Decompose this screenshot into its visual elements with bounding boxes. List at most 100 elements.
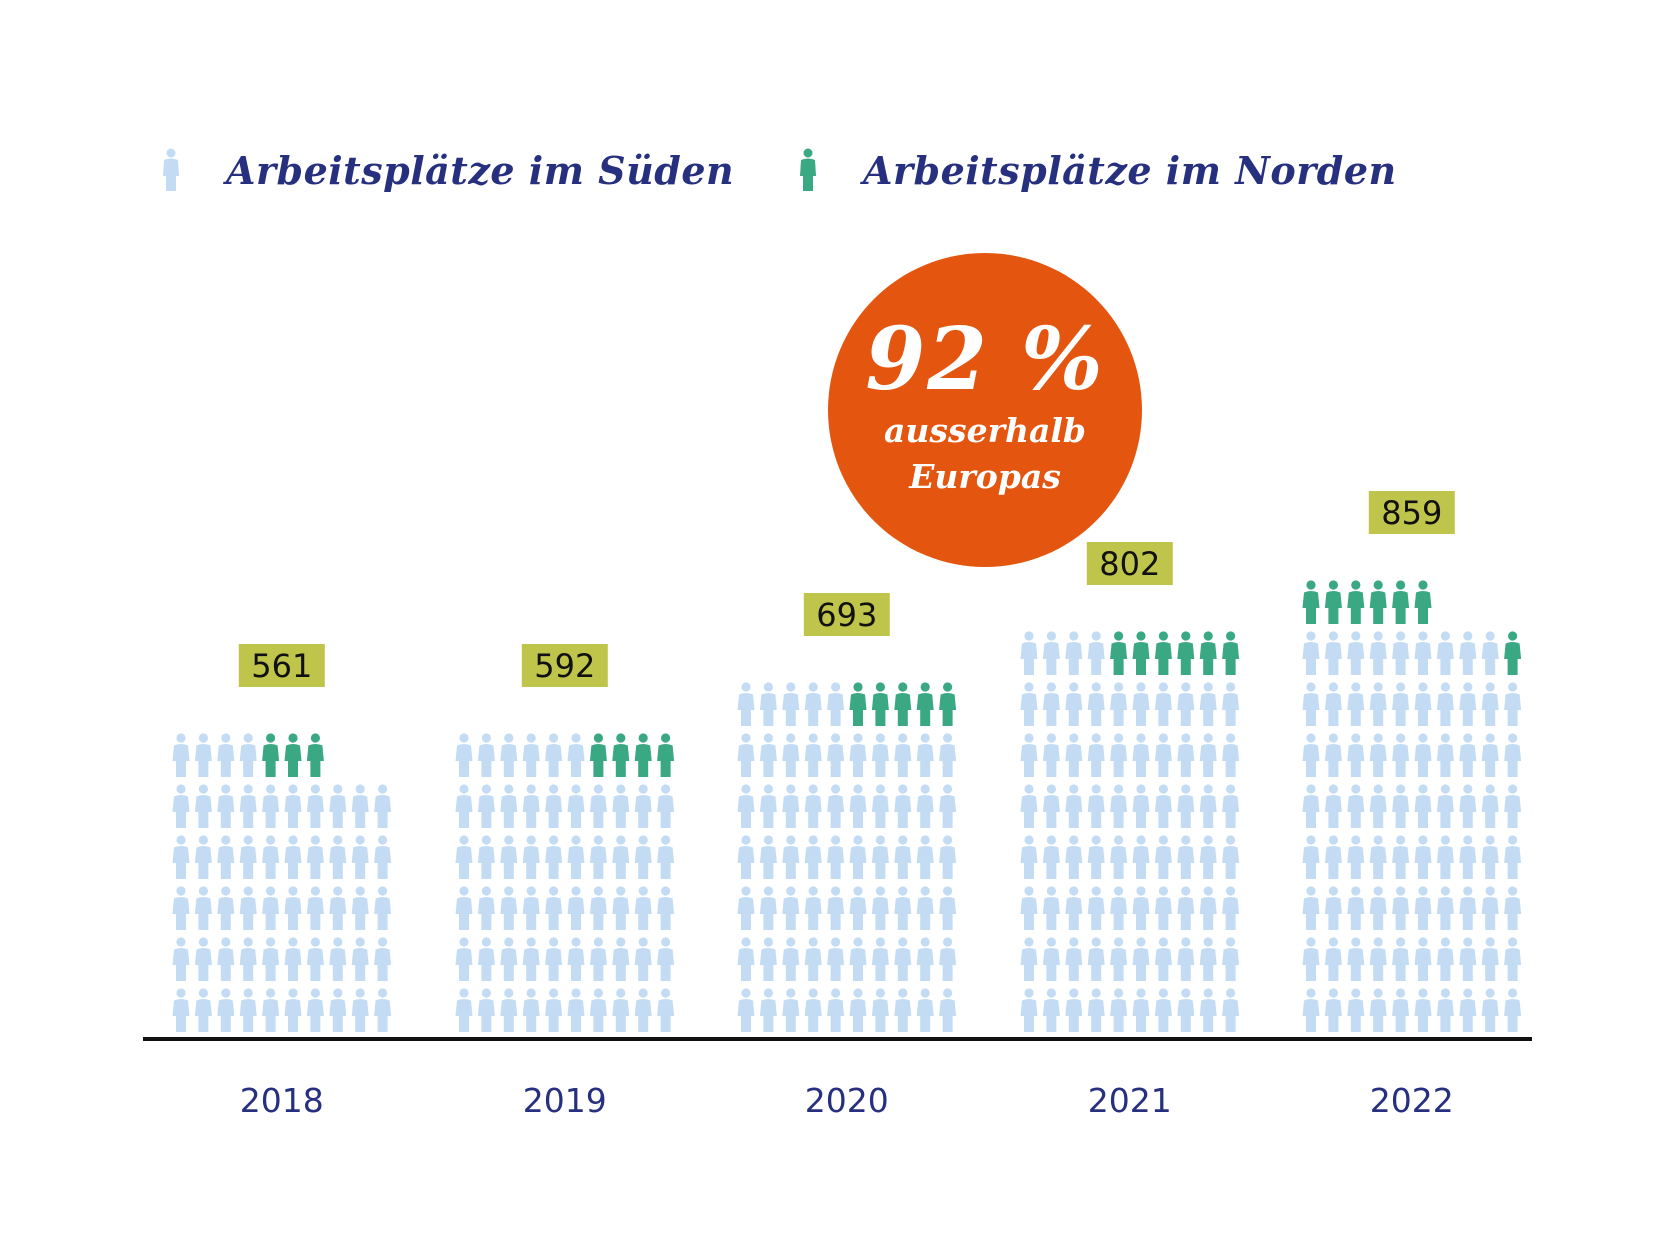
south-person-icon [1020, 631, 1038, 675]
south-person-icon [1042, 784, 1060, 828]
south-person-icon [1154, 937, 1172, 981]
south-person-icon [374, 784, 392, 828]
south-person-icon [217, 784, 235, 828]
legend-label-north: Arbeitsplätze im Norden [863, 147, 1397, 193]
value-label-box [803, 593, 890, 636]
south-person-icon [759, 937, 777, 981]
south-person-icon [1302, 886, 1320, 930]
south-person-icon [239, 937, 257, 981]
south-person-icon [849, 988, 867, 1032]
south-person-icon [306, 886, 324, 930]
south-person-icon [1042, 682, 1060, 726]
south-person-icon [827, 733, 845, 777]
legend-label-south: Arbeitsplätze im Süden [226, 147, 735, 193]
south-person-icon [545, 784, 563, 828]
south-person-icon [1199, 835, 1217, 879]
south-person-icon [522, 835, 540, 879]
south-person-icon [737, 784, 755, 828]
south-person-icon [477, 886, 495, 930]
north-person-icon [306, 733, 324, 777]
south-person-icon [894, 886, 912, 930]
south-person-icon [1042, 733, 1060, 777]
south-person-icon [1132, 886, 1150, 930]
south-person-icon [306, 988, 324, 1032]
value-labels-layer: 561 592 693 802 859 [238, 491, 1455, 687]
south-person-icon [1087, 631, 1105, 675]
value-label: 693 [816, 596, 877, 634]
value-label-box [238, 644, 325, 687]
south-person-icon [804, 988, 822, 1032]
south-person-icon [939, 988, 957, 1032]
south-person-icon [1177, 937, 1195, 981]
south-person-icon [1436, 784, 1454, 828]
south-person-icon [1302, 988, 1320, 1032]
south-person-icon [589, 937, 607, 981]
south-person-icon [1369, 631, 1387, 675]
south-person-icon [1504, 886, 1522, 930]
south-person-icon [1324, 886, 1342, 930]
south-person-icon [1436, 988, 1454, 1032]
south-person-icon [306, 835, 324, 879]
south-person-icon [194, 835, 212, 879]
south-person-icon [1065, 784, 1083, 828]
value-label: 802 [1099, 545, 1160, 583]
south-person-icon [1392, 886, 1410, 930]
south-person-icon [1065, 733, 1083, 777]
south-person-icon [1436, 631, 1454, 675]
south-person-icon [1347, 682, 1365, 726]
value-label: 561 [251, 647, 312, 685]
south-person-icon [1087, 784, 1105, 828]
north-person-icon [871, 682, 889, 726]
south-person-icon [262, 886, 280, 930]
south-person-icon [827, 886, 845, 930]
south-person-icon [759, 733, 777, 777]
south-person-icon [1222, 835, 1240, 879]
south-person-icon [849, 835, 867, 879]
south-person-icon [239, 886, 257, 930]
callout-line-1: ausserhalb [884, 411, 1086, 450]
south-person-icon [612, 988, 630, 1032]
north-person-icon [1110, 631, 1128, 675]
south-person-icon [1302, 937, 1320, 981]
south-person-icon [1504, 937, 1522, 981]
south-person-icon [351, 937, 369, 981]
south-person-icon [455, 886, 473, 930]
south-person-icon [1392, 631, 1410, 675]
north-person-icon [1154, 631, 1172, 675]
south-person-icon [374, 937, 392, 981]
icons-layer [172, 580, 1522, 1032]
south-person-icon [1132, 937, 1150, 981]
south-person-icon [567, 784, 585, 828]
south-person-icon [239, 784, 257, 828]
south-person-icon [1065, 988, 1083, 1032]
south-person-icon [477, 937, 495, 981]
south-person-icon [477, 733, 495, 777]
south-person-icon [1324, 631, 1342, 675]
south-person-icon [194, 937, 212, 981]
north-person-icon [1392, 580, 1410, 624]
south-person-icon [1459, 886, 1477, 930]
south-person-icon [500, 886, 518, 930]
south-person-icon [194, 733, 212, 777]
south-person-icon [589, 886, 607, 930]
south-person-icon [1042, 835, 1060, 879]
south-person-icon [351, 886, 369, 930]
south-person-icon [1436, 733, 1454, 777]
south-person-icon [239, 835, 257, 879]
south-person-icon [545, 886, 563, 930]
south-person-icon [351, 835, 369, 879]
south-person-icon [1222, 682, 1240, 726]
year-labels-layer: 2018 2019 2020 2021 2022 [240, 1081, 1454, 1120]
south-person-icon [329, 988, 347, 1032]
south-person-icon [782, 835, 800, 879]
south-person-icon [1324, 733, 1342, 777]
south-person-icon [1414, 682, 1432, 726]
north-person-icon [1504, 631, 1522, 675]
south-person-icon [1392, 937, 1410, 981]
south-person-icon [1347, 784, 1365, 828]
south-person-icon [1110, 835, 1128, 879]
south-person-icon [567, 937, 585, 981]
south-person-icon [1199, 937, 1217, 981]
south-person-icon [737, 733, 755, 777]
